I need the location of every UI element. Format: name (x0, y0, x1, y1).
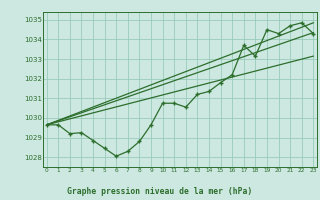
Text: Graphe pression niveau de la mer (hPa): Graphe pression niveau de la mer (hPa) (68, 187, 252, 196)
